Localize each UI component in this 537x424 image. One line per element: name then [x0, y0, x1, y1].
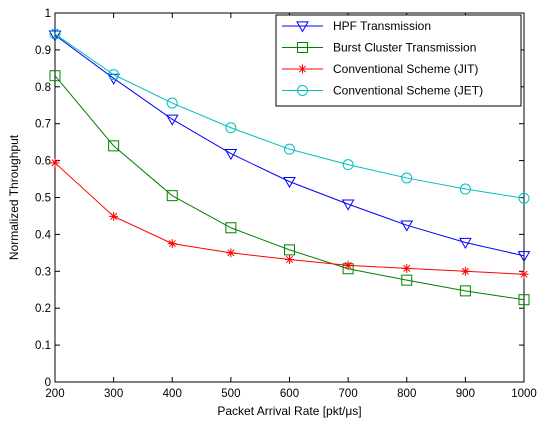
x-tick-label: 700 — [339, 388, 358, 400]
y-tick-label: 0.2 — [35, 303, 51, 315]
y-tick-label: 1 — [45, 8, 51, 20]
data-point — [168, 239, 177, 248]
data-point — [402, 264, 411, 273]
x-tick-label: 1000 — [511, 388, 537, 400]
y-tick-label: 0.5 — [35, 193, 51, 205]
y-tick-label: 0 — [45, 377, 51, 389]
legend-label: Burst Cluster Transmission — [333, 41, 476, 55]
data-point — [285, 255, 294, 264]
y-tick-label: 0.8 — [35, 82, 51, 94]
x-tick-label: 300 — [104, 388, 123, 400]
data-point — [520, 270, 529, 279]
data-point — [109, 212, 118, 221]
x-axis-title: Packet Arrival Rate [pkt/μs] — [217, 404, 361, 418]
legend-marker — [298, 65, 307, 74]
x-tick-label: 200 — [45, 388, 64, 400]
data-point — [226, 248, 235, 257]
legend-label: HPF Transmission — [333, 19, 431, 33]
y-tick-label: 0.6 — [35, 156, 51, 168]
legend-label: Conventional Scheme (JET) — [333, 84, 483, 98]
data-point — [51, 158, 60, 167]
x-tick-label: 900 — [456, 388, 475, 400]
y-tick-label: 0.3 — [35, 266, 51, 278]
x-tick-label: 800 — [397, 388, 416, 400]
y-axis-title: Normalized Throughput — [7, 134, 21, 260]
x-tick-label: 600 — [280, 388, 299, 400]
data-point — [461, 267, 470, 276]
data-point — [344, 261, 353, 270]
y-tick-label: 0.9 — [35, 45, 51, 57]
y-tick-label: 0.7 — [35, 119, 51, 131]
legend: HPF Transmission Burst Cluster Transmissi… — [276, 15, 521, 106]
x-tick-label: 500 — [221, 388, 240, 400]
y-tick-label: 0.4 — [35, 229, 52, 241]
x-tick-label: 400 — [163, 388, 182, 400]
y-tick-label: 0.1 — [35, 340, 51, 352]
legend-label: Conventional Scheme (JIT) — [333, 62, 478, 76]
